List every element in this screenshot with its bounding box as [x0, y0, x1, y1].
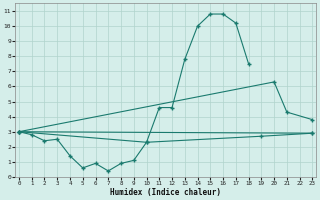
X-axis label: Humidex (Indice chaleur): Humidex (Indice chaleur)	[110, 188, 221, 197]
